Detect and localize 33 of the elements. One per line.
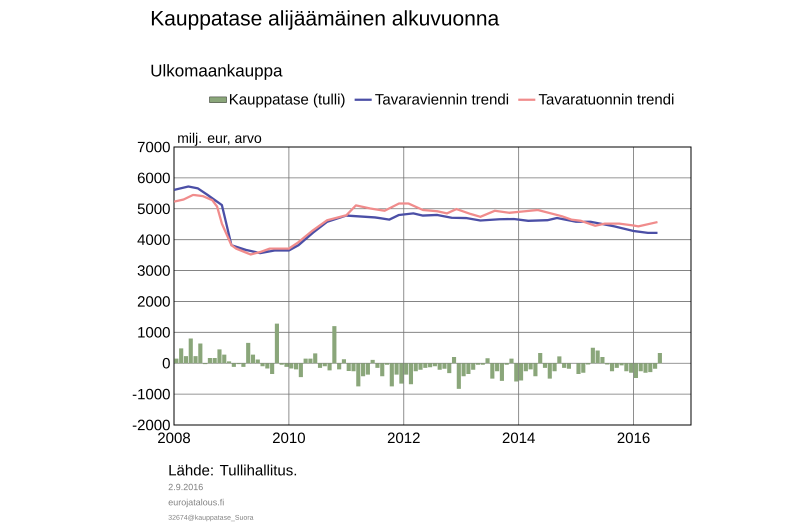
bar	[332, 326, 336, 364]
bar	[337, 363, 342, 370]
chart-title: Kauppatase alijäämäinen alkuvuonna	[152, 10, 500, 30]
legend-label: Tavaraviennin trendi	[375, 94, 508, 105]
bar	[342, 359, 346, 364]
x-tick-label: 2012	[388, 432, 420, 444]
y-tick-label: 5000	[138, 203, 170, 214]
y-tick-label: 2000	[138, 296, 170, 307]
bar	[452, 357, 456, 364]
bar	[274, 324, 279, 364]
y-tick-label: 7000	[138, 142, 170, 152]
y-tick-label: 0	[162, 358, 170, 369]
y-tick-label: -2000	[132, 420, 170, 430]
text: 2.9.2016	[168, 484, 203, 490]
y-tick-label: -1000	[132, 388, 170, 400]
x-tick-label: 2014	[502, 432, 535, 444]
bar	[509, 358, 514, 364]
y-tick-label: 1000	[138, 327, 170, 338]
bar	[557, 356, 562, 364]
x-tick-label: 2016	[618, 432, 650, 444]
y-tick-label: 4000	[137, 234, 170, 245]
legend-label: Kauppatase (tulli)	[230, 94, 345, 108]
x-tick-label: 2008	[158, 432, 190, 444]
y-tick-label: 6000	[138, 172, 170, 184]
x-tick-label: 2010	[272, 432, 305, 444]
bar	[658, 353, 662, 364]
text: Lähde: Tullihallitus.	[169, 464, 296, 476]
y-tick-label: 3000	[138, 265, 170, 276]
text: eurojatalous.fi	[168, 498, 224, 508]
bar	[538, 353, 542, 364]
legend-label: Tavaratuonnin trendi	[538, 94, 674, 105]
y-axis-title: milj. eur, arvo	[178, 132, 262, 146]
chart-subtitle: Ulkomaankauppa	[152, 64, 282, 80]
